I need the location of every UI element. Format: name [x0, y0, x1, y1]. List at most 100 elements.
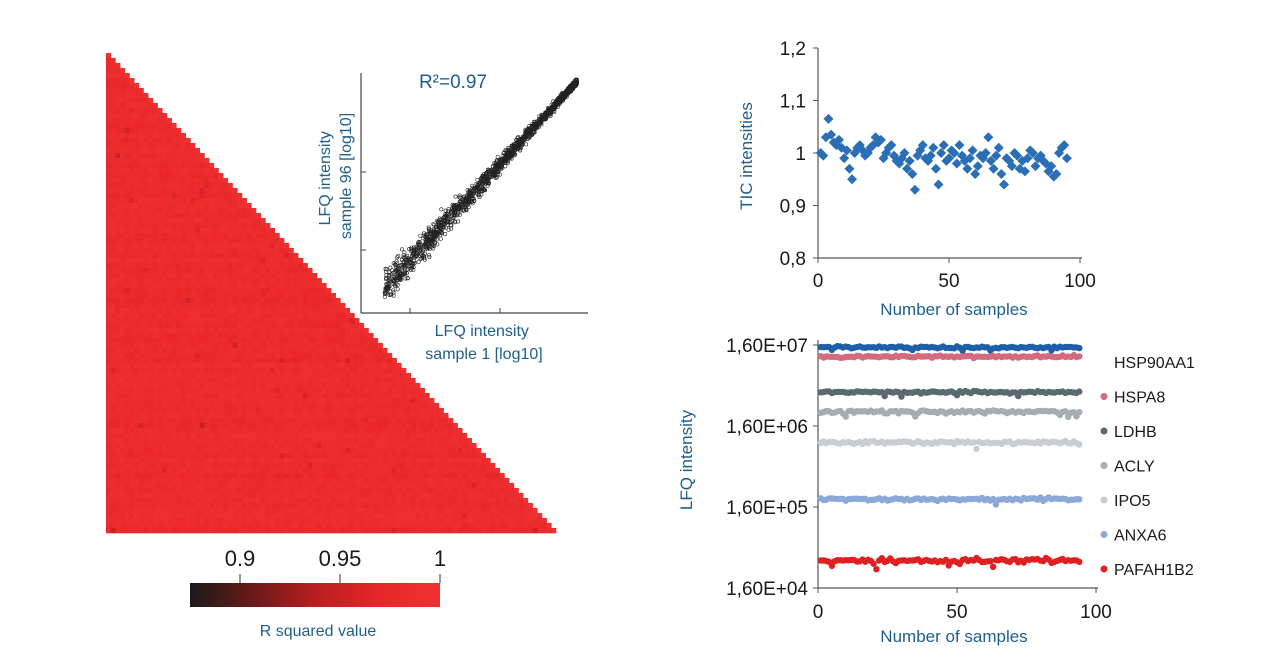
heatmap-cell [129, 408, 135, 414]
heatmap-cell [143, 408, 149, 414]
heatmap-cell [223, 528, 229, 534]
heatmap-cell [237, 498, 243, 504]
heatmap-cell [476, 478, 482, 484]
heatmap-cell [485, 473, 491, 479]
heatmap-cell [143, 218, 149, 224]
heatmap-cell [349, 403, 355, 409]
heatmap-cell [316, 368, 322, 374]
heatmap-cell [396, 458, 402, 464]
heatmap-cell [279, 508, 285, 514]
heatmap-cell [270, 463, 276, 469]
heatmap-cell [223, 488, 229, 494]
heatmap-cell [138, 183, 144, 189]
heatmap-cell [260, 398, 266, 404]
heatmap-cell [495, 498, 501, 504]
heatmap-cell [340, 333, 346, 339]
heatmap-cell [331, 388, 336, 394]
heatmap-cell [420, 453, 426, 459]
heatmap-cell [246, 398, 252, 404]
heatmap-cell [401, 438, 407, 444]
heatmap-cell [256, 298, 261, 304]
heatmap-cell [157, 298, 163, 304]
heatmap-cell [251, 293, 257, 299]
heatmap-cell [274, 243, 280, 249]
heatmap-cell [251, 313, 257, 319]
heatmap-cell [354, 368, 360, 374]
heatmap-cell [199, 478, 205, 484]
heatmap-cell [120, 273, 126, 279]
heatmap-cell [195, 278, 201, 284]
heatmap-cell [237, 523, 243, 529]
heatmap-cell [307, 368, 313, 374]
heatmap-cell [190, 178, 196, 184]
heatmap-cell [166, 453, 172, 459]
heatmap-cell [166, 303, 172, 309]
heatmap-cell [307, 423, 313, 429]
heatmap-cell [331, 363, 336, 369]
heatmap-cell [368, 413, 374, 419]
heatmap-cell [152, 178, 158, 184]
heatmap-cell [331, 443, 336, 449]
heatmap-cell [424, 428, 430, 434]
heatmap-cell [157, 173, 163, 179]
heatmap-cell [241, 403, 247, 409]
heatmap-cell [270, 303, 276, 309]
heatmap-cell [363, 468, 369, 474]
heatmap-cell [138, 453, 144, 459]
heatmap-cell [181, 313, 186, 319]
heatmap-cell [190, 248, 196, 254]
heatmap-cell [204, 228, 210, 234]
heatmap-cell [340, 428, 346, 434]
heatmap-cell [181, 358, 186, 364]
heatmap-cell [181, 198, 186, 204]
heatmap-cell [406, 423, 411, 429]
heatmap-cell [288, 518, 294, 524]
heatmap-cell [363, 488, 369, 494]
heatmap-cell [171, 168, 177, 174]
heatmap-cell [232, 468, 238, 474]
heatmap-cell [279, 308, 285, 314]
heatmap-cell [331, 348, 336, 354]
heatmap-cell [138, 208, 144, 214]
heatmap-cell [438, 508, 444, 514]
heatmap-cell [218, 343, 224, 349]
heatmap-cell [260, 438, 266, 444]
heatmap-cell [270, 493, 276, 499]
heatmap-cell [166, 208, 172, 214]
heatmap-cell [148, 338, 154, 344]
heatmap-cell [312, 528, 318, 534]
heatmap-cell [181, 243, 186, 249]
heatmap-cell [218, 383, 224, 389]
heatmap-cell [434, 453, 440, 459]
heatmap-cell [284, 378, 290, 384]
heatmap-cell [223, 293, 229, 299]
heatmap-cell [452, 488, 458, 494]
heatmap-cell [148, 368, 154, 374]
heatmap-cell [312, 308, 318, 314]
heatmap-cell [152, 423, 158, 429]
heatmap-cell [302, 313, 308, 319]
heatmap-cell [284, 363, 290, 369]
heatmap-cell [199, 423, 205, 429]
heatmap-cell [424, 393, 430, 399]
heatmap-cell [293, 518, 299, 524]
heatmap-cell [227, 438, 233, 444]
heatmap-cell [251, 248, 257, 254]
heatmap-cell [401, 413, 407, 419]
heatmap-cell [495, 483, 501, 489]
heatmap-cell [162, 398, 168, 404]
heatmap-cell [420, 418, 426, 424]
heatmap-cell [288, 358, 294, 364]
heatmap-cell [148, 98, 154, 104]
heatmap-cell [331, 333, 336, 339]
heatmap-cell [110, 453, 116, 459]
heatmap-cell [237, 318, 243, 324]
heatmap-cell [195, 368, 201, 374]
heatmap-cell [110, 228, 116, 234]
heatmap-cell [181, 443, 186, 449]
heatmap-cell [106, 103, 111, 109]
heatmap-cell [298, 503, 304, 509]
heatmap-cell [171, 408, 177, 414]
heatmap-cell [391, 478, 397, 484]
heatmap-cell [434, 508, 440, 514]
